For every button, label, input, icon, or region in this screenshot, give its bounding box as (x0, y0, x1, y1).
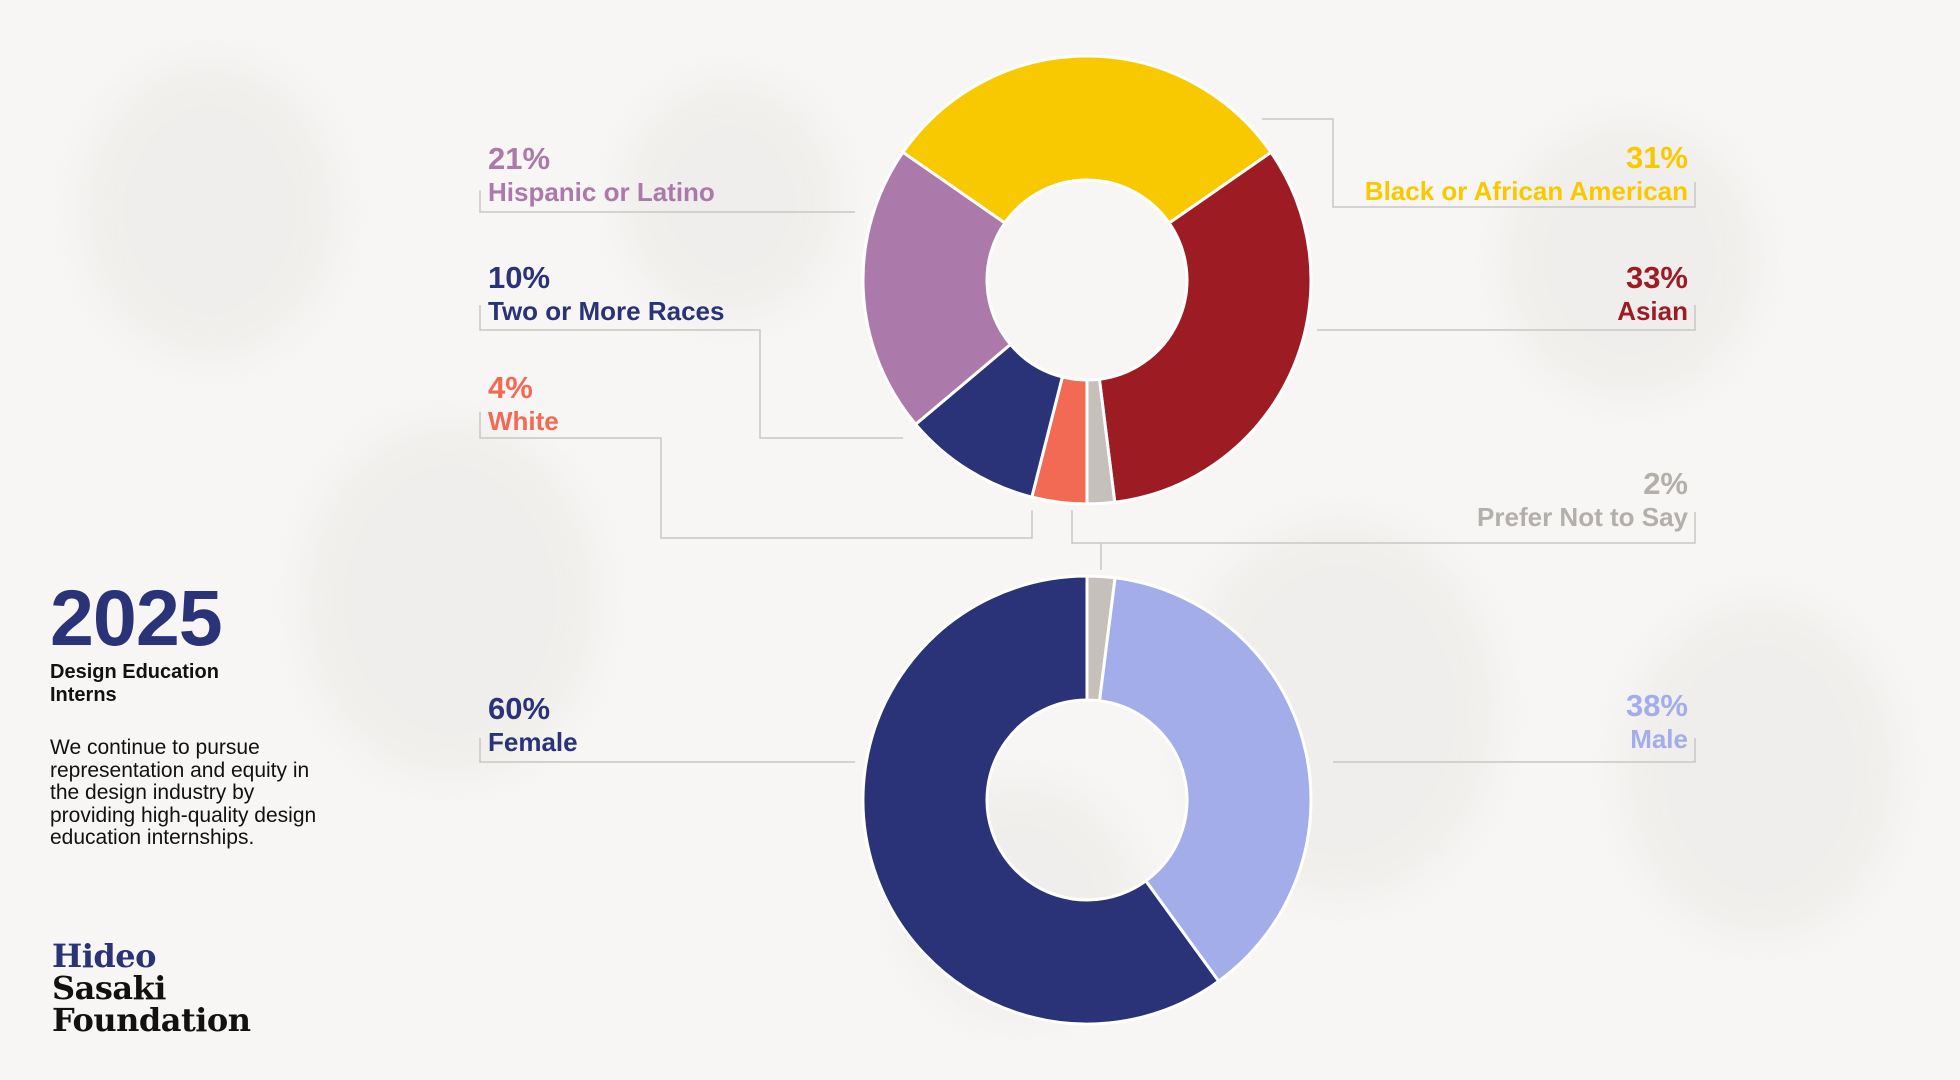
subtitle-line-1: Design Education (50, 661, 219, 683)
race-value-black-or-african-american: 31% (1626, 140, 1688, 175)
race-label-hispanic-or-latino: Hispanic or Latino (488, 177, 715, 207)
year-heading: 2025 (50, 573, 223, 662)
gender-value-female: 60% (488, 691, 550, 726)
race-value-hispanic-or-latino: 21% (488, 141, 550, 176)
leader-line-3 (1071, 510, 1696, 544)
logo-line-3: Foundation (52, 1001, 251, 1039)
race-label-two-or-more-races: Two or More Races (488, 296, 724, 326)
race-value-two-or-more-races: 10% (488, 260, 550, 295)
subtitle-line-2: Interns (50, 684, 117, 706)
leader-line-8 (1333, 738, 1696, 763)
race-slice-black-or-african-american (901, 54, 1273, 225)
leader-line-6 (479, 305, 903, 439)
race-value-asian: 33% (1626, 260, 1688, 295)
race-slice-asian (1097, 150, 1313, 504)
race-label-prefer-not-to-say: Prefer Not to Say (1477, 502, 1688, 532)
subtitle: Design Education Interns (50, 661, 340, 707)
gender-value-male: 38% (1626, 688, 1688, 723)
side-panel: 2025 Design Education Interns We continu… (50, 578, 340, 850)
leader-line-1 (1262, 118, 1696, 208)
race-label-asian: Asian (1617, 296, 1688, 326)
logo-line-1: Hideo (52, 937, 156, 975)
race-label-black-or-african-american: Black or African American (1365, 176, 1688, 206)
race-label-white: White (488, 406, 559, 436)
gender-label-female: Female (488, 727, 578, 757)
foundation-logo: Hideo Sasaki Foundation (52, 940, 251, 1036)
leader-line-5 (479, 412, 1033, 539)
leader-line-9 (479, 738, 855, 763)
description: We continue to pursue representation and… (50, 736, 317, 849)
leader-line-7 (479, 190, 855, 213)
gender-slice-male (1098, 576, 1313, 983)
race-value-white: 4% (488, 370, 533, 405)
race-slice-hispanic-or-latino (861, 150, 1013, 426)
gender-slice-female (861, 574, 1221, 1026)
gender-label-male: Male (1630, 724, 1688, 754)
logo-line-2: Sasaki (52, 969, 166, 1007)
race-value-prefer-not-to-say: 2% (1643, 466, 1688, 501)
leader-line-2 (1317, 305, 1696, 331)
